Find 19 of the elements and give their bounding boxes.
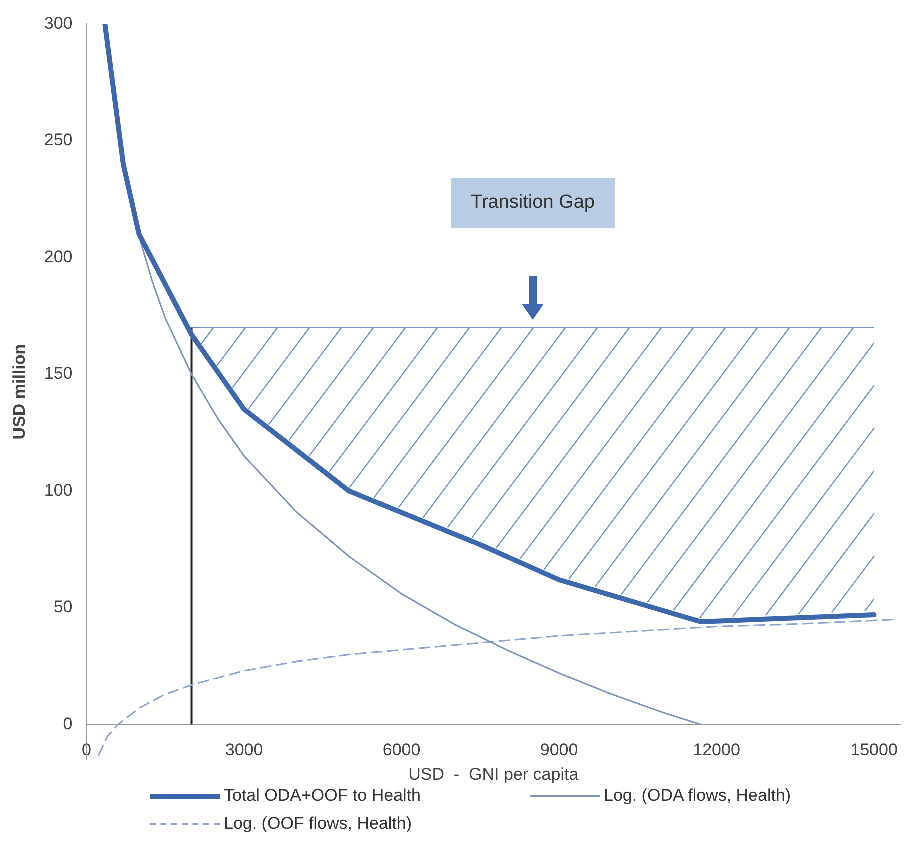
- line-series: [98, 618, 896, 756]
- y-tick-label: 0: [63, 714, 73, 734]
- y-tick-label: 150: [44, 364, 73, 384]
- y-tick-label: 100: [44, 480, 73, 500]
- x-axis-title: USD - GNI per capita: [408, 764, 579, 785]
- y-tick-label: 200: [44, 247, 73, 266]
- x-tick-label: 6000: [382, 740, 421, 760]
- y-tick-label: 50: [54, 598, 73, 617]
- x-tick-label: 3000: [225, 740, 264, 760]
- legend-label: Log. (OOF flows, Health): [224, 814, 412, 834]
- x-tick-label: 9000: [540, 740, 578, 760]
- x-tick-label: 12000: [693, 740, 740, 760]
- y-tick-label: 250: [44, 130, 73, 150]
- legend-label: Total ODA+OOF to Health: [224, 786, 421, 806]
- legend-label: Log. (ODA flows, Health): [604, 786, 792, 806]
- y-axis-title: USD million: [10, 344, 29, 440]
- y-tick-label: 300: [44, 14, 73, 33]
- annotation: Transition Gap: [451, 178, 615, 228]
- x-tick-label: 15000: [850, 740, 898, 760]
